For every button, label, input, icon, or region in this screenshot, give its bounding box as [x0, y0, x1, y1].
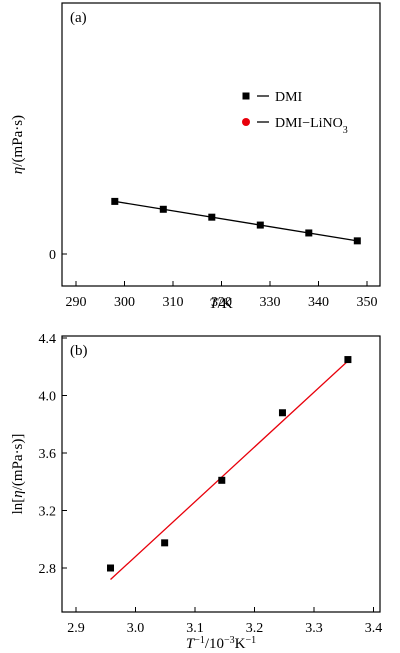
panel-label: (a) [70, 10, 87, 26]
svg-text:η/(mPa·s): η/(mPa·s) [10, 115, 26, 174]
legend: DMI DMI−LiNO3 [242, 90, 348, 136]
x-tick-label: 3.0 [127, 621, 145, 636]
x-tick-label: 330 [260, 295, 281, 310]
y-tick-label: 3.2 [39, 505, 57, 520]
svg-text:T/K: T/K [209, 296, 233, 312]
data-point [256, 221, 264, 229]
plot-frame [61, 335, 381, 613]
data-point [344, 356, 352, 364]
data-point [111, 197, 119, 205]
x-tick-label: 320 [211, 295, 232, 310]
plot-frame [61, 2, 381, 287]
x-tick-label: 300 [114, 295, 135, 310]
data-point [161, 539, 169, 547]
x-tick-label: 340 [308, 295, 329, 310]
data-point [278, 409, 286, 417]
x-tick-label: 3.3 [305, 621, 323, 636]
x-tick-label: 290 [66, 295, 87, 310]
svg-text:ln[η/(mPa·s)]: ln[η/(mPa·s)] [10, 434, 26, 515]
legend-label: DMI−LiNO3 [275, 116, 348, 136]
data-point [159, 205, 167, 213]
data-point [353, 237, 361, 245]
data-point [208, 213, 216, 221]
x-tick-label: 350 [357, 295, 378, 310]
x-tick-label: 3.2 [246, 621, 264, 636]
data-point [305, 229, 313, 237]
fit-line-a-0 [114, 200, 358, 242]
panel-b: 2.9 3.0 3.1 3.2 3.3 3.4 2.8 3.2 3.6 4.0 4.4 (b) T−1/… [10, 332, 382, 652]
y-tick-label: 4.4 [39, 332, 57, 347]
y-tick-label: 0 [49, 248, 56, 263]
y-tick-label: 2.8 [39, 562, 57, 577]
x-tick-label: 2.9 [67, 621, 85, 636]
x-tick-label: 3.1 [186, 621, 204, 636]
y-tick-label: 3.6 [39, 447, 57, 462]
legend-marker [242, 92, 250, 100]
panel-a: 290300310320330340350010203040506070(a)T… [10, 2, 381, 312]
svg-text:T−1/10−3K−1: T−1/10−3K−1 [186, 635, 256, 653]
legend-label: DMI [275, 90, 303, 105]
data-point [218, 476, 226, 484]
data-point [107, 564, 115, 572]
panel-label: (b) [70, 343, 88, 359]
legend-marker [242, 118, 250, 126]
y-tick-label: 4.0 [39, 390, 57, 405]
x-tick-label: 3.4 [365, 621, 383, 636]
x-tick-label: 310 [163, 295, 184, 310]
fit-line-b-0 [110, 360, 349, 580]
